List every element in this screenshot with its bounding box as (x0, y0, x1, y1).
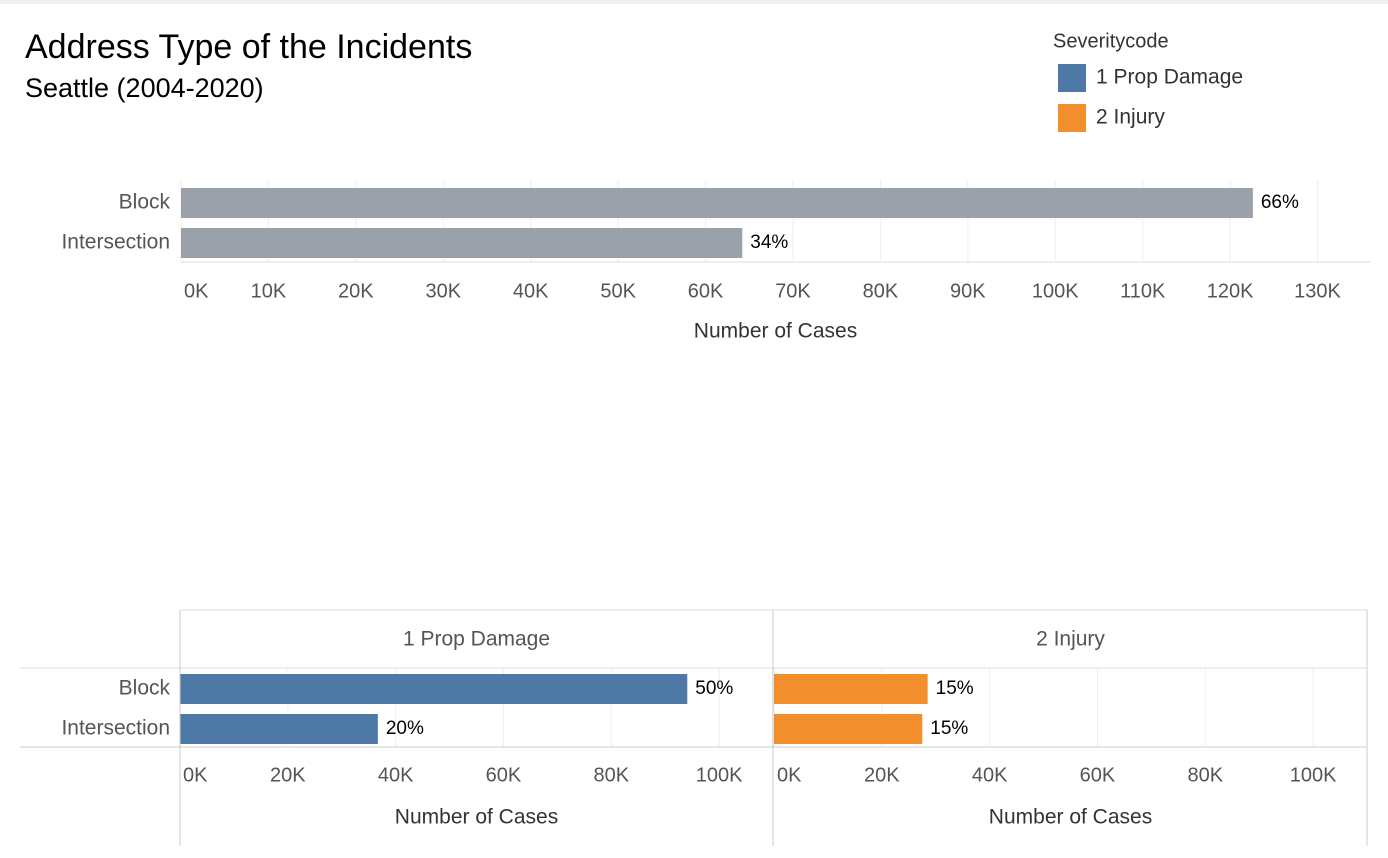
bar (180, 674, 688, 704)
x-tick-label: 90K (950, 280, 986, 302)
bar (774, 714, 923, 744)
value-label: 15% (936, 678, 974, 699)
x-tick-label: 100K (1032, 280, 1079, 302)
legend-swatch (1058, 104, 1086, 132)
value-label: 66% (1261, 192, 1299, 213)
x-tick-label: 20K (338, 280, 374, 302)
x-tick-label: 60K (1080, 764, 1116, 786)
legend-label: 2 Injury (1096, 106, 1165, 129)
facet-header: 1 Prop Damage (403, 628, 550, 651)
x-tick-label: 120K (1207, 280, 1254, 302)
x-tick-label: 60K (688, 280, 724, 302)
bar (180, 714, 378, 744)
x-tick-label: 80K (1187, 764, 1223, 786)
x-tick-label: 70K (775, 280, 811, 302)
x-tick-label: 130K (1294, 280, 1341, 302)
x-tick-label: 20K (270, 764, 306, 786)
x-tick-label: 100K (1290, 764, 1337, 786)
legend-swatch (1058, 64, 1086, 92)
bar (774, 674, 928, 704)
x-axis-label: Number of Cases (694, 320, 857, 343)
x-tick-label: 20K (864, 764, 900, 786)
x-tick-label: 80K (863, 280, 899, 302)
x-tick-label: 30K (425, 280, 461, 302)
x-tick-label: 100K (696, 764, 743, 786)
chart-subtitle: Seattle (2004-2020) (25, 73, 264, 103)
x-tick-label: 10K (251, 280, 287, 302)
bar (181, 228, 743, 258)
x-tick-label: 40K (378, 764, 414, 786)
x-tick-label: 110K (1120, 280, 1166, 302)
y-tick-label: Block (119, 677, 171, 700)
top-strip (0, 0, 1388, 4)
x-tick-label: 0K (777, 764, 802, 786)
y-tick-label: Block (119, 191, 171, 214)
x-tick-label: 0K (183, 764, 208, 786)
facet-header: 2 Injury (1036, 628, 1105, 651)
x-axis-label: Number of Cases (395, 806, 558, 829)
x-tick-label: 0K (184, 280, 209, 302)
x-axis-label: Number of Cases (989, 806, 1152, 829)
chart-title: Address Type of the Incidents (25, 28, 472, 66)
x-tick-label: 60K (486, 764, 522, 786)
y-tick-label: Intersection (61, 231, 170, 254)
legend-label: 1 Prop Damage (1096, 66, 1243, 89)
legend-title: Severitycode (1053, 30, 1169, 52)
x-tick-label: 50K (600, 280, 636, 302)
value-label: 15% (930, 718, 968, 739)
x-tick-label: 40K (513, 280, 549, 302)
x-tick-label: 40K (972, 764, 1008, 786)
bar (181, 188, 1253, 218)
y-tick-label: Intersection (61, 717, 170, 740)
value-label: 34% (750, 232, 788, 253)
value-label: 50% (695, 678, 733, 699)
value-label: 20% (386, 718, 424, 739)
x-tick-label: 80K (593, 764, 629, 786)
